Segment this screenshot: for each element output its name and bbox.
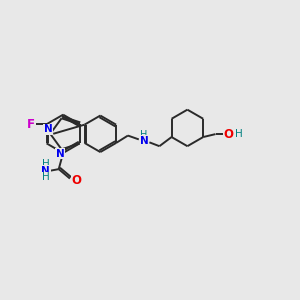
Text: N: N [44,124,52,134]
Text: H: H [140,130,148,140]
Text: F: F [27,118,35,131]
Text: O: O [71,173,81,187]
Text: N: N [140,136,148,146]
Text: H: H [42,172,50,182]
Text: H: H [235,129,242,139]
Text: H: H [42,159,50,169]
Text: N: N [56,149,64,159]
Text: O: O [223,128,233,141]
Text: N: N [41,166,50,176]
